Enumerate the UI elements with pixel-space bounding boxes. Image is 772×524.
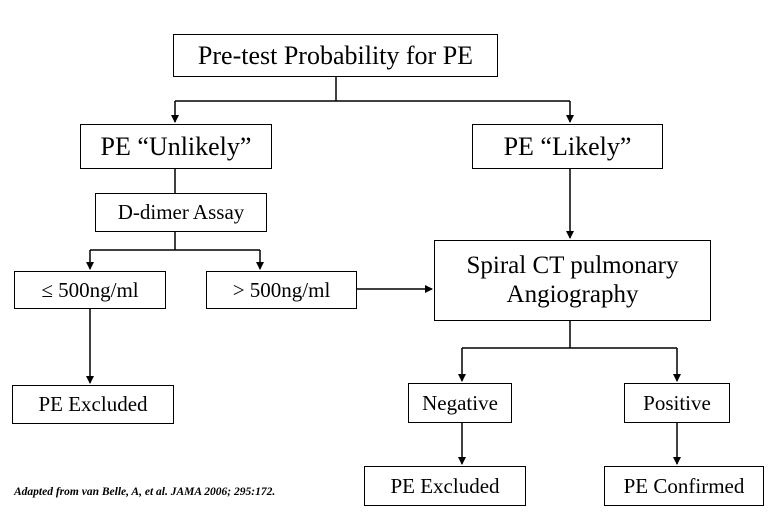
d-dimer-assay-label: D-dimer Assay: [117, 200, 245, 225]
pe-excluded-left-box: PE Excluded: [12, 385, 174, 424]
spiral-ct-label-line2: Angiography: [506, 280, 639, 308]
pretest-probability-label: Pre-test Probability for PE: [197, 40, 474, 70]
pretest-probability-box: Pre-test Probability for PE: [173, 34, 498, 77]
pe-excluded-right-box: PE Excluded: [364, 466, 526, 506]
citation-text: Adapted from van Belle, A, et al. JAMA 2…: [14, 486, 276, 498]
pe-unlikely-label: PE “Unlikely”: [100, 131, 252, 161]
spiral-ct-label-line1: Spiral CT pulmonary: [466, 251, 679, 279]
low-d-dimer-box: ≤ 500ng/ml: [14, 271, 166, 309]
positive-label: Positive: [643, 390, 711, 415]
spiral-ct-box: Spiral CT pulmonary Angiography: [434, 240, 711, 321]
low-d-dimer-label: ≤ 500ng/ml: [41, 277, 139, 302]
pe-confirmed-label: PE Confirmed: [623, 473, 745, 498]
high-d-dimer-label: > 500ng/ml: [232, 277, 331, 302]
high-d-dimer-box: > 500ng/ml: [206, 271, 357, 309]
pe-excluded-right-label: PE Excluded: [390, 473, 500, 498]
positive-box: Positive: [624, 383, 730, 423]
pe-excluded-left-label: PE Excluded: [38, 392, 148, 417]
negative-label: Negative: [422, 390, 498, 415]
negative-box: Negative: [408, 383, 512, 423]
pe-likely-label: PE “Likely”: [503, 131, 632, 161]
d-dimer-assay-box: D-dimer Assay: [95, 193, 267, 232]
pe-confirmed-box: PE Confirmed: [604, 466, 764, 506]
pe-unlikely-box: PE “Unlikely”: [80, 124, 272, 169]
pe-likely-box: PE “Likely”: [472, 124, 663, 169]
